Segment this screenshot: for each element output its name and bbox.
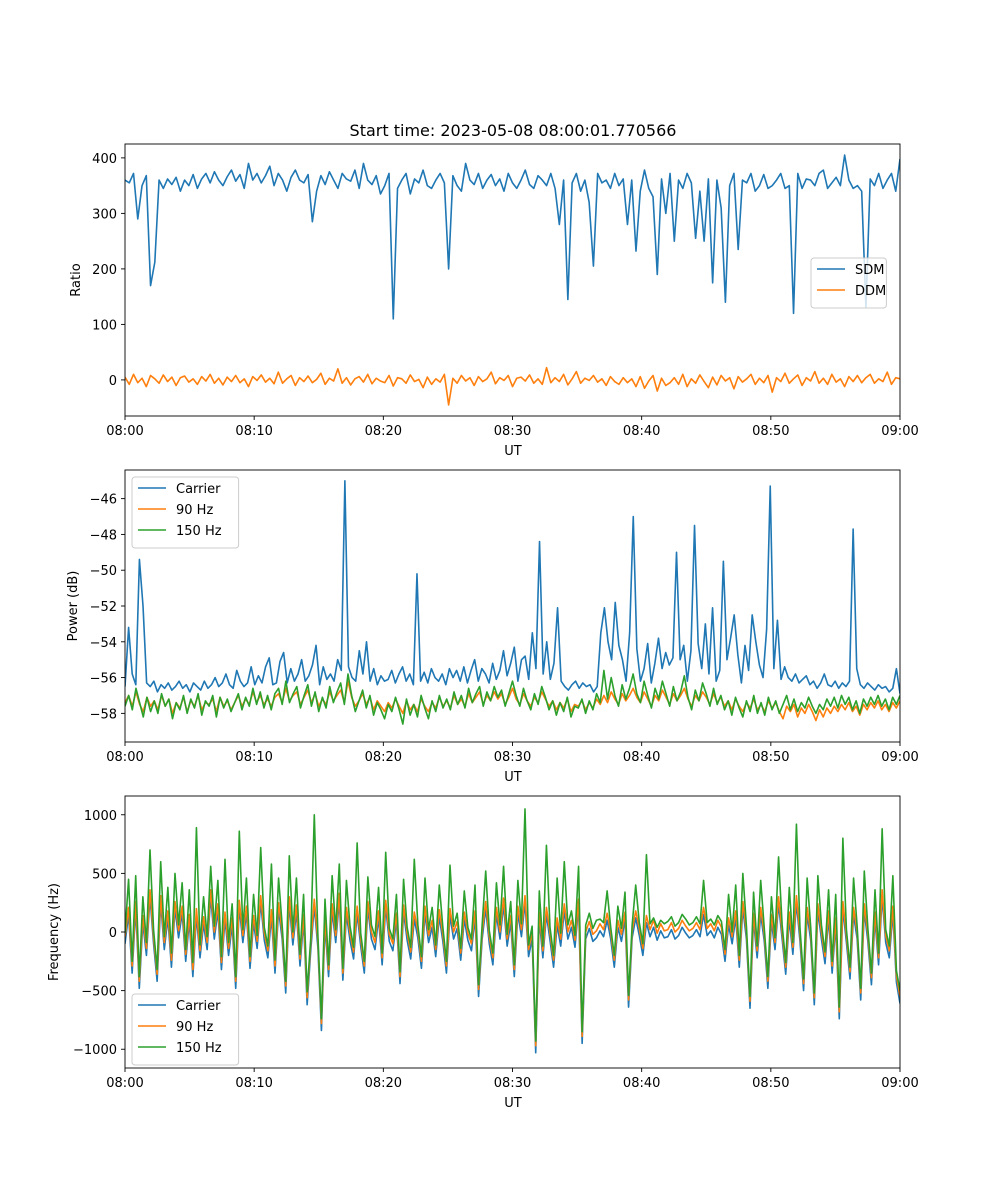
power-panel-x-tick-label: 08:50 [752, 750, 789, 765]
ratio-panel-xlabel: UT [504, 444, 522, 459]
ratio-panel-frame [124, 143, 901, 417]
ratio-panel-y-tick-label: 400 [92, 152, 117, 167]
power-panel-x-tick-label: 08:30 [494, 750, 531, 765]
power-panel-y-tick-label: −50 [90, 564, 117, 579]
ratio-panel-x-tick-label: 08:30 [494, 424, 531, 439]
power-panel-legend-label-carrier: Carrier [176, 482, 221, 497]
ratio-panel-y-tick-label: 300 [92, 207, 117, 222]
ratio-panel-series-ddm [125, 366, 900, 406]
frequency-panel-y-tick-label: 0 [109, 926, 117, 941]
power-panel-y-tick-label: −52 [90, 600, 117, 615]
frequency-panel-legend-label-90-hz: 90 Hz [176, 1020, 213, 1035]
power-panel-ylabel: Power (dB) [66, 571, 81, 642]
frequency-panel-x-tick-label: 09:00 [881, 1076, 918, 1091]
frequency-panel: 08:00 08:10 08:20 08:30 08:40 08:50 09:00 −1000… [47, 795, 919, 1111]
frequency-panel-y-tick-label: 1000 [84, 809, 117, 824]
frequency-panel-xlabel: UT [504, 1096, 522, 1111]
power-panel-frame [124, 469, 901, 743]
ratio-panel-legend-label-sdm: SDM [855, 263, 884, 278]
ratio-panel-x-tick-label: 08:40 [623, 424, 660, 439]
ratio-panel-ylabel: Ratio [69, 263, 84, 296]
ratio-panel-x-tick-label: 08:20 [365, 424, 402, 439]
power-panel-y-tick-label: −48 [90, 528, 117, 543]
frequency-panel-y-tick-label: −500 [81, 985, 117, 1000]
power-panel-x-tick-label: 08:00 [106, 750, 143, 765]
power-panel-y-tick-label: −58 [90, 707, 117, 722]
frequency-panel-y-tick-label: 500 [92, 867, 117, 882]
ratio-panel-x-tick-label: 08:50 [752, 424, 789, 439]
frequency-panel-x-tick-label: 08:10 [235, 1076, 272, 1091]
ratio-panel-y-tick-label: 100 [92, 318, 117, 333]
power-panel-x-tick-label: 08:10 [235, 750, 272, 765]
power-panel-x-tick-label: 08:20 [365, 750, 402, 765]
frequency-panel-series-150-hz [125, 808, 900, 1042]
frequency-panel-x-tick-label: 08:30 [494, 1076, 531, 1091]
power-panel-legend-label-150-hz: 150 Hz [176, 524, 222, 539]
power-panel-x-tick-label: 08:40 [623, 750, 660, 765]
frequency-panel-ylabel: Frequency (Hz) [47, 883, 62, 981]
power-panel-y-tick-label: −46 [90, 493, 117, 508]
ratio-panel-y-tick-label: 200 [92, 263, 117, 278]
power-panel: 08:00 08:10 08:20 08:30 08:40 08:50 09:00 −58 −5… [66, 469, 919, 785]
ratio-panel-y-tick-label: 0 [109, 374, 117, 389]
power-panel-series-carrier [125, 479, 900, 694]
power-panel-x-tick-label: 09:00 [881, 750, 918, 765]
ratio-panel-x-tick-label: 08:10 [235, 424, 272, 439]
ratio-panel-x-tick-label: 08:00 [106, 424, 143, 439]
ratio-panel-legend [810, 257, 887, 309]
power-panel-y-tick-label: −56 [90, 672, 117, 687]
frequency-panel-x-tick-label: 08:20 [365, 1076, 402, 1091]
frequency-panel-y-tick-label: −1000 [73, 1043, 117, 1058]
frequency-panel-x-tick-label: 08:00 [106, 1076, 143, 1091]
power-panel-series-150-hz [125, 669, 900, 725]
frequency-panel-x-tick-label: 08:40 [623, 1076, 660, 1091]
frequency-panel-x-tick-label: 08:50 [752, 1076, 789, 1091]
frequency-panel-frame [124, 795, 901, 1069]
power-panel-legend-label-90-hz: 90 Hz [176, 503, 213, 518]
ratio-panel-legend-label-ddm: DDM [855, 284, 886, 299]
frequency-panel-legend-label-150-hz: 150 Hz [176, 1041, 222, 1056]
frequency-panel-legend-label-carrier: Carrier [176, 999, 221, 1014]
ratio-panel-series-sdm [125, 154, 900, 320]
power-panel-y-tick-label: −54 [90, 636, 117, 651]
power-panel-xlabel: UT [504, 770, 522, 785]
ratio-panel: 08:00 08:10 08:20 08:30 08:40 08:50 09:00 0 100 2… [69, 143, 919, 459]
figure-title: Start time: 2023-05-08 08:00:01.770566 [350, 121, 677, 140]
ratio-panel-x-tick-label: 09:00 [881, 424, 918, 439]
